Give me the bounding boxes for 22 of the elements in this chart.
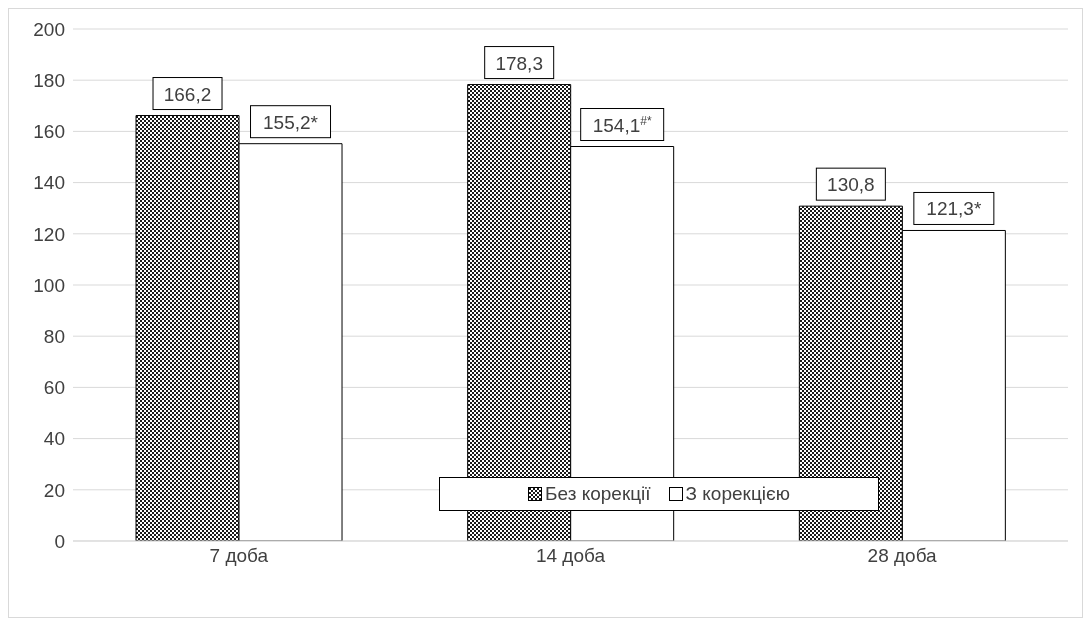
data-label: 166,2 (163, 83, 212, 105)
legend-label: Без корекції (544, 483, 651, 505)
x-tick-label: 14 доба (535, 545, 606, 567)
data-label: 130,8 (827, 174, 875, 196)
y-tick-label: 20 (43, 479, 65, 501)
x-tick-label: 28 доба (867, 545, 938, 567)
y-tick-label: 100 (33, 274, 65, 296)
y-tick-label: 0 (54, 530, 65, 552)
data-label: 121,3* (926, 198, 982, 220)
y-tick-label: 120 (33, 223, 65, 245)
y-tick-label: 180 (33, 69, 65, 91)
data-label: 178,3 (495, 52, 543, 74)
data-label: 155,2* (263, 111, 319, 133)
legend-label: З корекцією (684, 483, 790, 505)
y-tick-label: 200 (33, 18, 65, 40)
data-label: 154,1$^{#*}$ (592, 113, 652, 136)
x-tick-label: 7 доба (209, 545, 269, 567)
y-tick-label: 160 (33, 121, 65, 143)
y-tick-label: 140 (33, 172, 65, 194)
y-tick-label: 60 (43, 377, 65, 399)
y-tick-label: 40 (43, 428, 65, 450)
y-tick-label: 80 (43, 325, 65, 347)
